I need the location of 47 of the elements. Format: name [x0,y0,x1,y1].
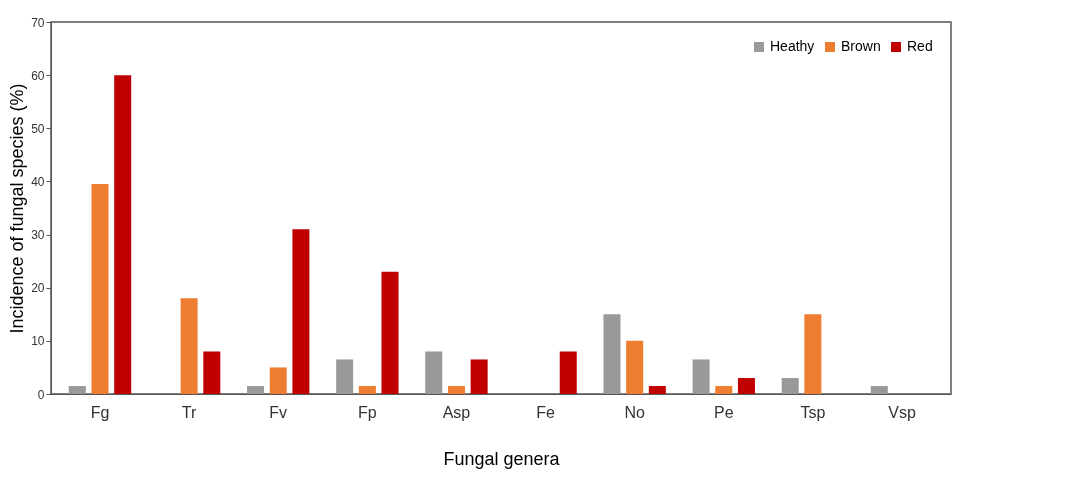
bar [648,386,666,394]
bar [336,359,354,394]
y-tick-label: 20 [31,281,45,296]
x-axis-title: Fungal genera [443,448,561,469]
y-tick-label: 50 [31,121,45,136]
y-axis-title: Incidence of fungal species (%) [7,83,28,334]
y-tick-label: 60 [31,68,45,83]
bar [447,386,465,394]
y-tick-label: 0 [37,387,45,402]
x-tick-label: Fp [358,403,377,421]
bar [626,340,644,394]
y-tick-label: 10 [31,334,45,349]
y-tick-label: 30 [31,228,45,243]
bar [292,229,310,394]
bar [358,386,376,394]
bar [559,351,577,394]
x-tick-label: Vsp [888,403,916,421]
bar [603,314,621,394]
bar [715,386,733,394]
x-tick-label: Fe [536,403,555,421]
x-tick-label: No [624,403,645,421]
x-tick-label: Fv [269,403,288,421]
bar [804,314,822,394]
bar [425,351,443,394]
y-tick-label: 70 [31,15,45,30]
bar [247,386,265,394]
y-tick-label: 40 [31,174,45,189]
legend-label: Red [907,38,933,54]
bar [737,378,755,394]
x-tick-label: Tsp [800,403,826,421]
bar [68,386,86,394]
bar [180,298,198,394]
x-tick-label: Asp [442,403,471,421]
bar [114,75,132,394]
legend-label: Brown [841,38,881,54]
x-tick-label: Fg [90,403,110,421]
bar [692,359,710,394]
bar [870,386,888,394]
bar [381,271,399,394]
bar [470,359,488,394]
bar [91,184,109,394]
legend-label: Heathy [770,38,815,54]
bar [203,351,221,394]
x-tick-label: Tr [181,403,198,421]
x-tick-label: Pe [713,403,734,421]
bar [781,378,799,394]
bar [269,367,287,394]
